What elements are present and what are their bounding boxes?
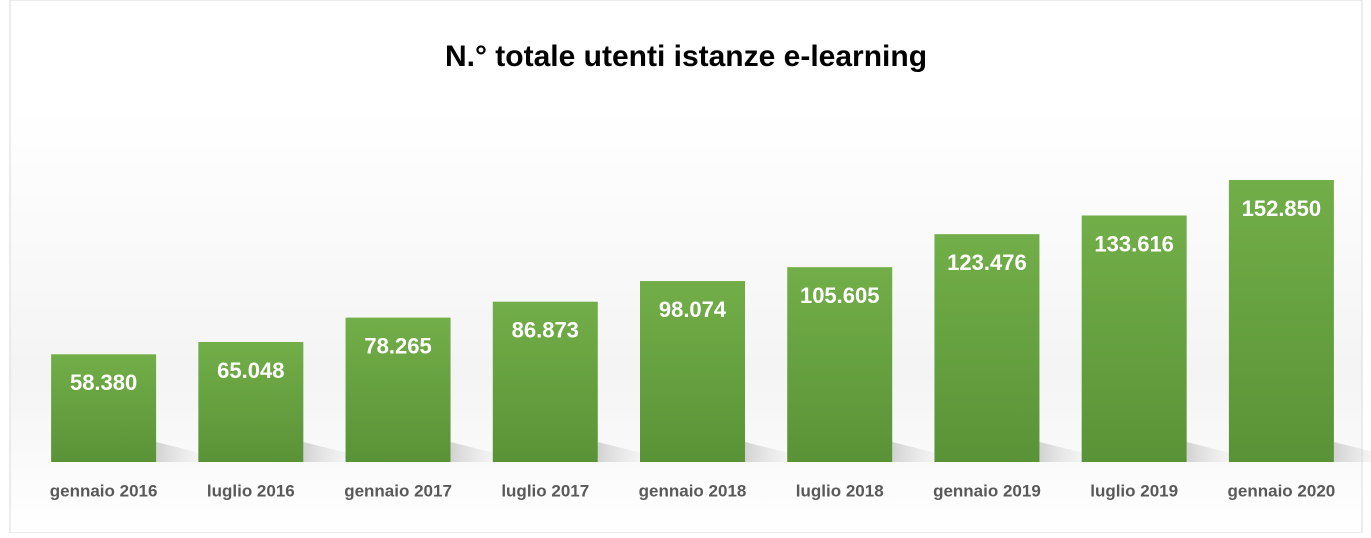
bar — [492, 301, 598, 462]
data-label: 86.873 — [512, 318, 579, 343]
data-label: 152.850 — [1242, 196, 1322, 221]
bar — [1228, 180, 1334, 462]
data-label: 123.476 — [947, 250, 1027, 275]
bar — [787, 267, 893, 462]
bar — [51, 354, 157, 462]
bar — [1081, 215, 1187, 462]
data-label: 65.048 — [217, 358, 284, 383]
data-label: 58.380 — [70, 370, 137, 395]
data-label: 98.074 — [659, 297, 727, 322]
x-tick-label: luglio 2018 — [796, 481, 884, 500]
bar — [934, 234, 1040, 462]
bar — [345, 317, 451, 462]
x-tick-label: gennaio 2017 — [344, 481, 452, 500]
data-label: 78.265 — [364, 333, 431, 358]
x-tick-label: gennaio 2018 — [639, 481, 747, 500]
x-tick-label: gennaio 2020 — [1228, 481, 1336, 500]
data-label: 105.605 — [800, 283, 880, 308]
bar — [198, 341, 304, 462]
bar-shadow — [1333, 442, 1371, 462]
x-tick-label: gennaio 2016 — [50, 481, 158, 500]
x-tick-label: luglio 2016 — [207, 481, 295, 500]
bar — [640, 281, 745, 462]
chart-title: N.° totale utenti istanze e-learning — [445, 40, 927, 73]
x-tick-label: luglio 2017 — [501, 481, 589, 500]
x-tick-label: luglio 2019 — [1090, 481, 1178, 500]
data-label: 133.616 — [1094, 231, 1174, 256]
x-tick-label: gennaio 2019 — [933, 481, 1041, 500]
